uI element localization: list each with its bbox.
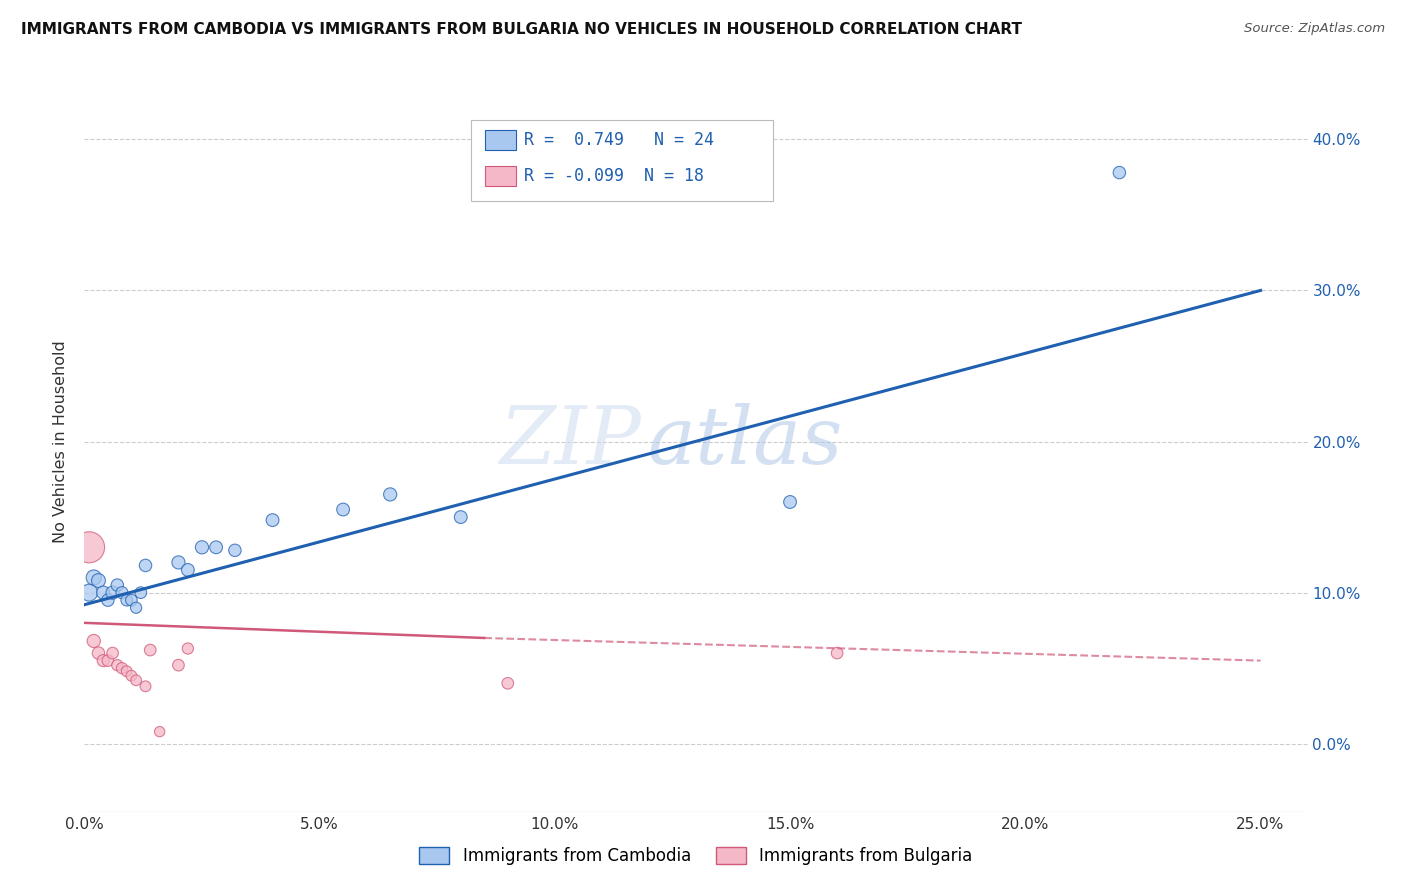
Point <box>167 658 190 673</box>
Text: IMMIGRANTS FROM CAMBODIA VS IMMIGRANTS FROM BULGARIA NO VEHICLES IN HOUSEHOLD CO: IMMIGRANTS FROM CAMBODIA VS IMMIGRANTS F… <box>21 22 1022 37</box>
Point <box>87 574 110 588</box>
Text: R =  0.749   N = 24: R = 0.749 N = 24 <box>524 131 714 149</box>
Y-axis label: No Vehicles in Household: No Vehicles in Household <box>53 340 69 543</box>
Point <box>125 673 148 688</box>
Text: atlas: atlas <box>647 403 842 480</box>
Point <box>77 541 100 555</box>
Point <box>332 502 354 516</box>
Point <box>450 510 472 524</box>
Point <box>177 641 200 656</box>
Point <box>779 495 801 509</box>
Point <box>77 585 100 599</box>
Point <box>177 563 200 577</box>
Point <box>139 643 162 657</box>
Point <box>91 585 114 599</box>
Point <box>101 585 124 599</box>
Point <box>111 661 134 675</box>
Point <box>83 570 105 584</box>
Point <box>205 541 228 555</box>
Point <box>120 669 142 683</box>
Point <box>101 646 124 660</box>
Point <box>149 724 172 739</box>
Point <box>87 646 110 660</box>
Point <box>105 658 128 673</box>
Point <box>224 543 246 558</box>
Point <box>135 558 157 573</box>
Text: Source: ZipAtlas.com: Source: ZipAtlas.com <box>1244 22 1385 36</box>
Point <box>105 578 128 592</box>
Point <box>167 556 190 570</box>
Text: R = -0.099  N = 18: R = -0.099 N = 18 <box>524 167 704 185</box>
Point <box>115 664 138 678</box>
Point <box>97 654 120 668</box>
Point <box>262 513 284 527</box>
Point <box>380 487 402 501</box>
Legend: Immigrants from Cambodia, Immigrants from Bulgaria: Immigrants from Cambodia, Immigrants fro… <box>411 838 981 874</box>
Point <box>825 646 848 660</box>
Point <box>129 585 152 599</box>
Point <box>91 654 114 668</box>
Point <box>135 679 157 693</box>
Point <box>1108 165 1130 179</box>
Point <box>191 541 214 555</box>
Point <box>83 634 105 648</box>
Point <box>125 600 148 615</box>
Text: ZIP: ZIP <box>499 403 641 480</box>
Point <box>120 593 142 607</box>
Point <box>111 585 134 599</box>
Point <box>496 676 519 690</box>
Point <box>115 593 138 607</box>
Point <box>97 593 120 607</box>
